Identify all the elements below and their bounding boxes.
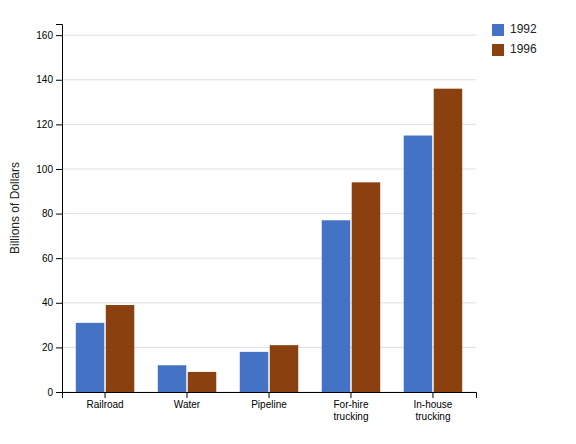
- tick: 120: [36, 119, 62, 130]
- tick: 40: [42, 297, 62, 308]
- tick-label-line: Railroad: [86, 399, 123, 410]
- tick: Pipeline: [251, 392, 287, 410]
- axis-line: [63, 393, 477, 399]
- axis-title: Billions of Dollars: [8, 162, 22, 254]
- grid-line: [62, 79, 476, 80]
- tick-label-line: Water: [174, 399, 201, 410]
- tick: In-housetrucking: [413, 392, 452, 422]
- tick: 80: [42, 208, 62, 219]
- tick-mark: [350, 392, 351, 398]
- tick-label-line: In-house: [413, 399, 452, 410]
- bar: [106, 305, 134, 392]
- series: [76, 136, 432, 392]
- tick: Water: [174, 392, 201, 410]
- tick-mark: [56, 35, 62, 36]
- tick-mark: [56, 303, 62, 304]
- tick-label: 100: [36, 164, 53, 175]
- tick-label: In-housetrucking: [413, 399, 452, 422]
- tick-label: 140: [36, 74, 53, 85]
- legend-item: 1996: [492, 42, 537, 56]
- tick: For-hiretrucking: [333, 392, 368, 422]
- tick-mark: [56, 347, 62, 348]
- series: [106, 89, 462, 392]
- y-axis: 0 20 40 60 80 100 120 140 160: [36, 25, 62, 398]
- tick: 20: [42, 342, 62, 353]
- tick-mark: [56, 124, 62, 125]
- bar: [240, 352, 268, 392]
- tick-label: Water: [174, 399, 201, 410]
- tick-label: Railroad: [86, 399, 123, 410]
- tick-label: Pipeline: [251, 399, 287, 410]
- tick-label: 120: [36, 119, 53, 130]
- tick: 140: [36, 74, 62, 85]
- legend-item: 1992: [492, 22, 537, 36]
- tick-mark: [105, 392, 106, 398]
- tick-label-line: For-hire: [333, 399, 368, 410]
- bar: [270, 345, 298, 392]
- legend-label: 1996: [510, 42, 537, 56]
- tick-label: 80: [42, 208, 54, 219]
- tick-label: For-hiretrucking: [333, 399, 368, 422]
- tick-mark: [56, 392, 62, 393]
- legend-swatch: [492, 44, 504, 56]
- bar: [404, 136, 432, 392]
- grid-line: [62, 35, 476, 36]
- chart: 0 20 40 60 80 100 120 140 160 Railroad Water Pipeli…: [0, 0, 576, 444]
- tick-mark: [56, 258, 62, 259]
- tick-mark: [56, 169, 62, 170]
- tick-label: 40: [42, 297, 54, 308]
- tick-label: 160: [36, 30, 53, 41]
- tick-label: 0: [47, 387, 53, 398]
- bar: [434, 89, 462, 392]
- tick-label-line: trucking: [415, 411, 450, 422]
- tick-label: 60: [42, 253, 54, 264]
- legend: 1992 1996: [492, 22, 537, 56]
- tick: 60: [42, 253, 62, 264]
- bar: [158, 365, 186, 392]
- grid: [62, 35, 476, 392]
- tick-mark: [56, 214, 62, 215]
- grid-line: [62, 124, 476, 125]
- bar: [322, 220, 350, 392]
- axis-line: [56, 25, 63, 393]
- tick-label-line: trucking: [333, 411, 368, 422]
- tick-mark: [432, 392, 433, 398]
- legend-label: 1992: [510, 22, 537, 36]
- tick: 100: [36, 164, 62, 175]
- plot: 0 20 40 60 80 100 120 140 160 Railroad Water Pipeli…: [36, 25, 476, 422]
- tick-mark: [269, 392, 270, 398]
- tick-mark: [56, 80, 62, 81]
- bar: [76, 323, 104, 392]
- tick-label-line: Pipeline: [251, 399, 287, 410]
- x-axis: RailroadWaterPipelineFor-hiretruckingIn-…: [63, 392, 477, 422]
- legend-swatch: [492, 24, 504, 36]
- tick: 160: [36, 30, 62, 41]
- tick-mark: [187, 392, 188, 398]
- tick: Railroad: [86, 392, 123, 410]
- tick-label: 20: [42, 342, 54, 353]
- bars: [76, 89, 462, 392]
- bar: [188, 372, 216, 392]
- bar: [352, 182, 380, 392]
- tick: 0: [47, 387, 62, 398]
